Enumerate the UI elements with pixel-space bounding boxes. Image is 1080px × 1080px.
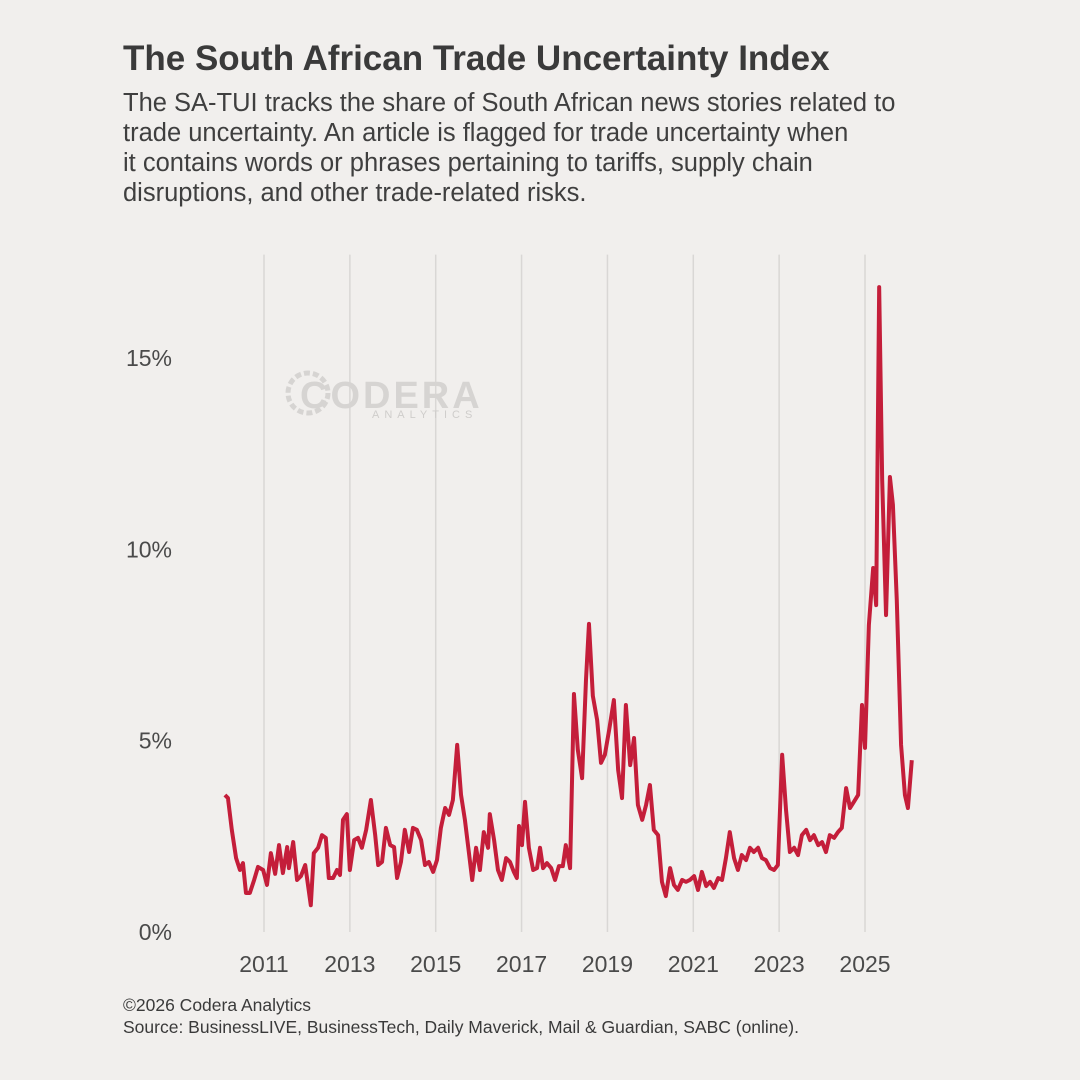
- watermark: CODERA ANALYTICS: [285, 370, 483, 421]
- watermark-tagline: ANALYTICS: [372, 409, 477, 421]
- y-tick-label: 15%: [126, 345, 172, 371]
- x-tick-label: 2025: [839, 951, 890, 977]
- x-tick-label: 2017: [496, 951, 547, 977]
- x-tick-label: 2023: [754, 951, 805, 977]
- subtitle: it contains words or phrases pertaining …: [123, 149, 813, 177]
- x-tick-label: 2011: [239, 951, 288, 977]
- watermark-name: CODERA: [300, 375, 483, 417]
- x-tick-label: 2021: [668, 951, 719, 977]
- chart-title: The South African Trade Uncertainty Inde…: [123, 39, 830, 78]
- subtitle: trade uncertainty. An article is flagged…: [123, 119, 848, 147]
- subtitle: disruptions, and other trade-related ris…: [123, 179, 586, 207]
- subtitle: The SA-TUI tracks the share of South Afr…: [123, 89, 895, 117]
- x-tick-label: 2019: [582, 951, 633, 977]
- footer-note: ©2026 Codera Analytics: [123, 995, 311, 1015]
- x-tick-label: 2013: [324, 951, 375, 977]
- footer-note: Source: BusinessLIVE, BusinessTech, Dail…: [123, 1017, 799, 1037]
- x-tick-label: 2015: [410, 951, 461, 977]
- watermark-icon: [285, 370, 331, 416]
- y-tick-label: 10%: [126, 536, 172, 562]
- y-tick-label: 5%: [139, 728, 172, 754]
- data-line: [223, 285, 914, 908]
- y-tick-label: 0%: [139, 919, 172, 945]
